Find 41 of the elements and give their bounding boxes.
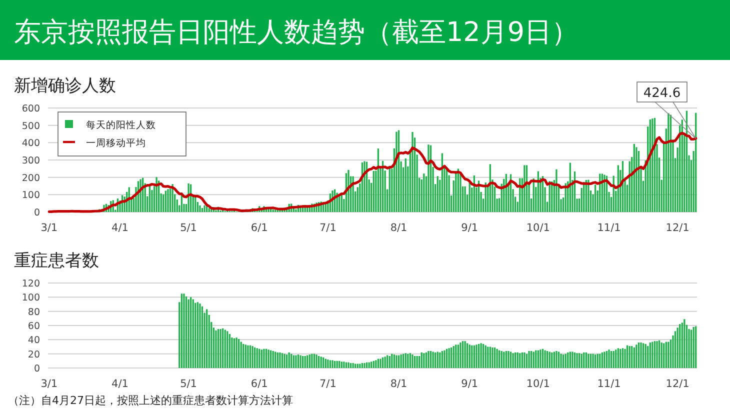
x-tick-label: 4/1 xyxy=(112,222,128,234)
x-tick-label: 3/1 xyxy=(40,378,58,390)
y-tick-label: 60 xyxy=(28,321,40,332)
x-tick-label: 10/1 xyxy=(526,378,550,390)
annotation: 424.6 xyxy=(643,86,681,101)
legend-label: 每天的阳性人数 xyxy=(86,119,156,131)
x-tick-label: 5/1 xyxy=(180,378,197,390)
x-tick-label: 12/1 xyxy=(666,222,690,234)
x-tick-label: 9/1 xyxy=(461,378,478,390)
legend-label: 一周移动平均 xyxy=(86,137,146,149)
y-tick-label: 600 xyxy=(22,104,40,114)
x-tick-label: 5/1 xyxy=(180,222,197,234)
x-tick-label: 9/1 xyxy=(461,222,478,234)
y-tick-label: 300 xyxy=(22,156,40,166)
x-tick-label: 10/1 xyxy=(526,222,550,234)
x-tick-label: 12/1 xyxy=(666,378,690,390)
text: （注）自4月27日起，按照上述的重症患者数计算方法计算 xyxy=(8,394,293,407)
x-tick-label: 6/1 xyxy=(250,378,268,390)
x-tick-label: 11/1 xyxy=(597,378,621,390)
x-tick-label: 11/1 xyxy=(597,222,621,234)
y-tick-label: 0 xyxy=(34,364,40,374)
y-tick-label: 0 xyxy=(34,208,40,218)
x-tick-label: 8/1 xyxy=(390,222,408,234)
y-tick-label: 100 xyxy=(22,292,40,304)
x-tick-label: 6/1 xyxy=(250,222,268,234)
y-tick-label: 80 xyxy=(28,306,40,318)
x-tick-label: 4/1 xyxy=(112,378,128,390)
y-tick-label: 100 xyxy=(22,190,40,202)
y-tick-label: 200 xyxy=(22,172,40,184)
y-tick-label: 500 xyxy=(22,120,40,132)
x-tick-label: 3/1 xyxy=(40,222,58,234)
y-tick-label: 400 xyxy=(22,138,40,150)
y-axis-title: 重症患者数 xyxy=(14,251,99,271)
y-tick-label: 20 xyxy=(28,349,40,360)
x-tick-label: 8/1 xyxy=(390,378,408,390)
y-axis-title: 新增确诊人数 xyxy=(14,76,116,96)
chart-title: 东京按照报告日阳性人数趋势（截至12月9日） xyxy=(14,17,579,48)
x-tick-label: 7/1 xyxy=(319,222,336,234)
x-tick-label: 7/1 xyxy=(319,378,336,390)
y-tick-label: 120 xyxy=(22,278,40,290)
y-tick-label: 40 xyxy=(28,335,40,346)
